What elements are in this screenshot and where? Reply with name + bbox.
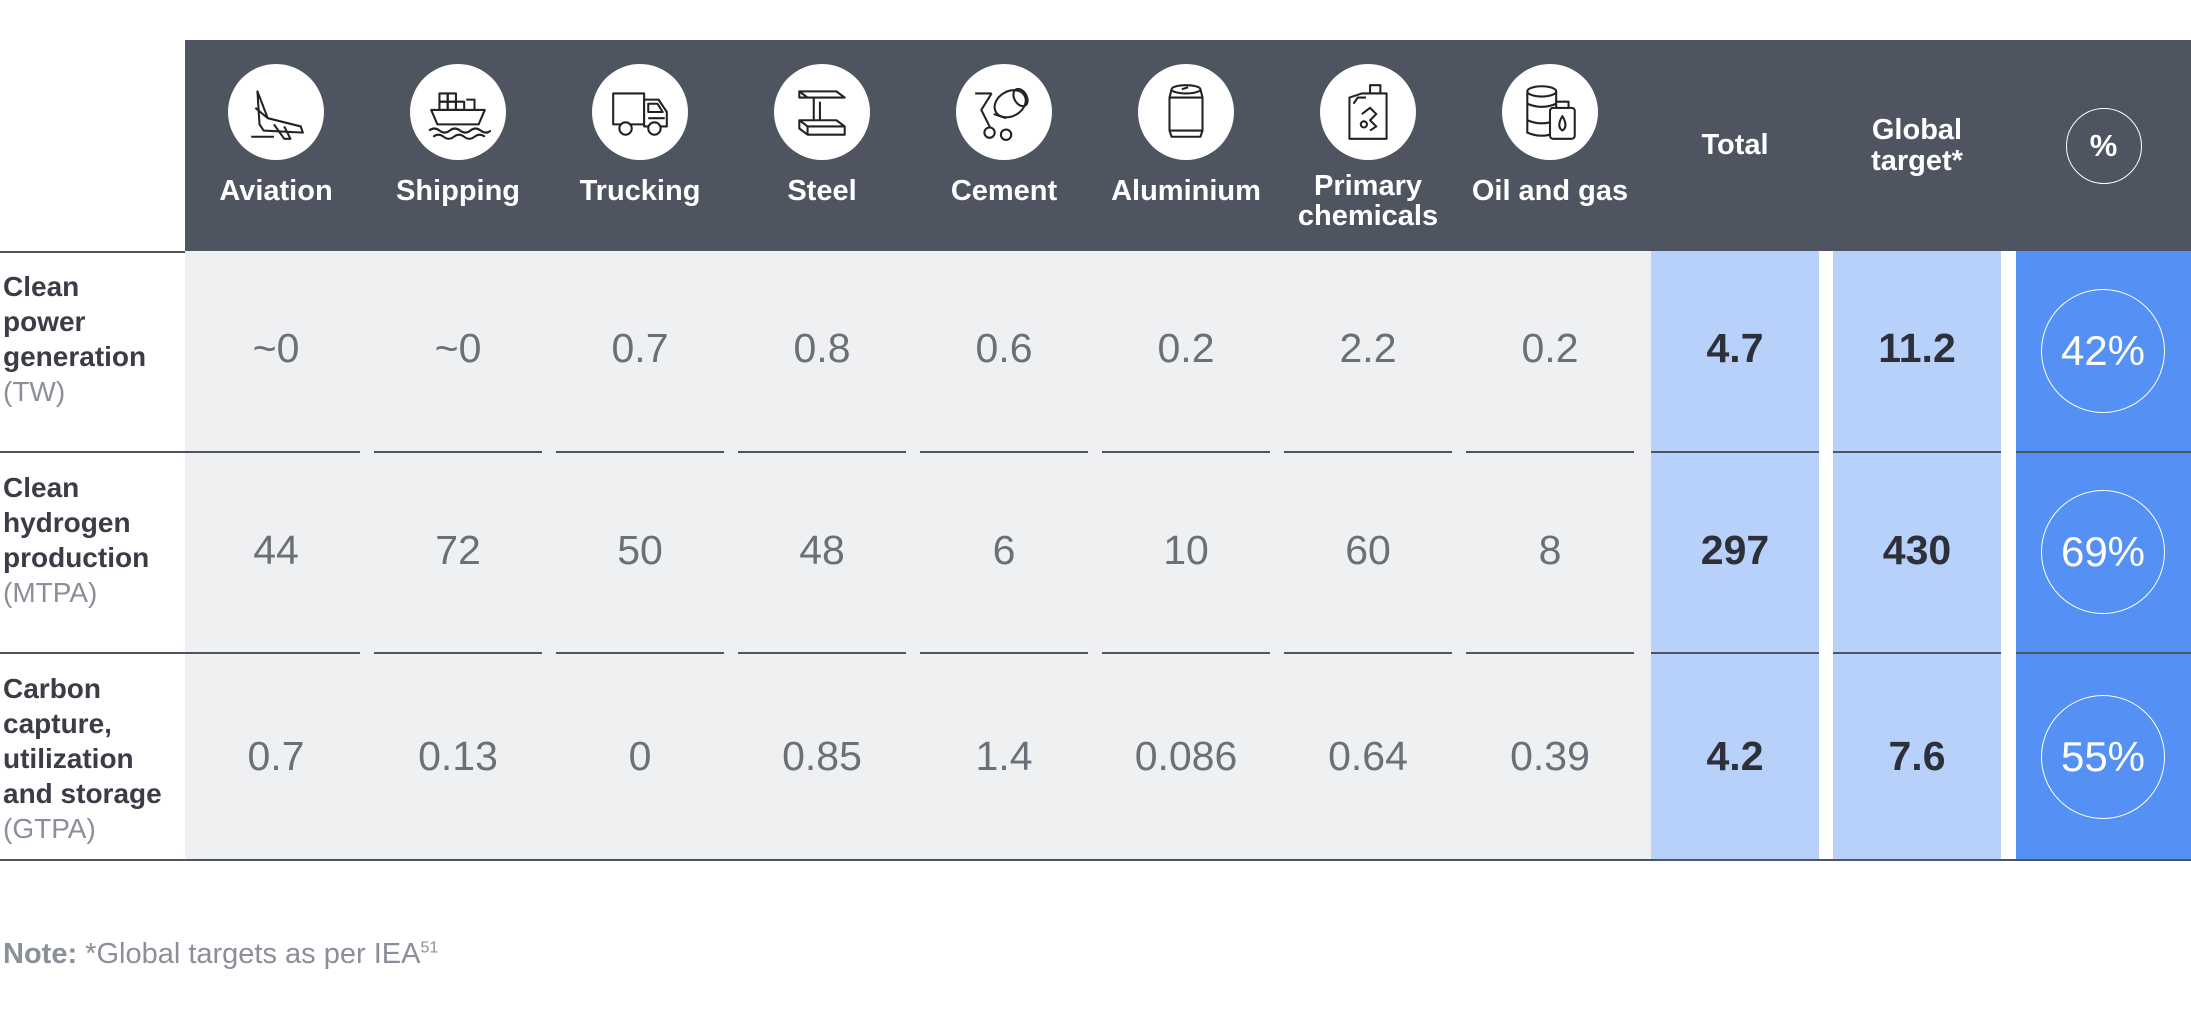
table-cell: 0 xyxy=(628,733,652,779)
row-name: Clean hydrogen production xyxy=(3,472,150,573)
percent-cell: 69% xyxy=(2041,490,2165,614)
table-cell: 0.6 xyxy=(975,325,1033,371)
note-superscript: 51 xyxy=(420,939,439,957)
table-cell: 0.13 xyxy=(418,733,498,779)
sector-head-aluminium: Aluminium xyxy=(1095,40,1277,251)
chemical-canister-icon xyxy=(1320,64,1416,160)
sector-head-aviation: Aviation xyxy=(185,40,367,251)
table-cell: 48 xyxy=(799,527,845,573)
table-cell: 10 xyxy=(1163,527,1209,573)
table-cell: ~0 xyxy=(252,325,300,371)
row-label-clean-power: Clean power generation (TW) xyxy=(3,269,183,409)
sector-head-primary-chemicals: Primary chemicals xyxy=(1277,40,1459,251)
row-unit: (TW) xyxy=(3,376,66,407)
table-cell: 50 xyxy=(617,527,663,573)
sector-head-steel: Steel xyxy=(731,40,913,251)
sector-label: Aluminium xyxy=(1111,175,1261,207)
row-label-clean-hydrogen: Clean hydrogen production (MTPA) xyxy=(3,470,183,610)
table-cell: 8 xyxy=(1538,527,1562,573)
table-body xyxy=(185,251,1651,859)
note-text: *Global targets as per IEA xyxy=(77,938,421,970)
sector-label: Primary chemicals xyxy=(1297,170,1439,232)
can-icon xyxy=(1138,64,1234,160)
sector-label: Shipping xyxy=(395,175,521,207)
table-cell: 6 xyxy=(992,527,1016,573)
row-divider xyxy=(0,859,2191,861)
sector-label: Cement xyxy=(950,175,1058,207)
table-cell: 0.85 xyxy=(782,733,862,779)
row-divider xyxy=(0,251,185,253)
sector-head-trucking: Trucking xyxy=(549,40,731,251)
row-name: Clean power generation xyxy=(3,271,147,372)
target-cell: 7.6 xyxy=(1888,733,1946,779)
note-label: Note: xyxy=(3,938,78,970)
table-cell: 1.4 xyxy=(975,733,1033,779)
percent-header: % xyxy=(2016,40,2191,251)
sector-label: Oil and gas xyxy=(1471,175,1629,207)
table-cell: ~0 xyxy=(434,325,482,371)
sector-label: Steel xyxy=(787,175,857,207)
table-cell: 44 xyxy=(253,527,299,573)
percent-cell: 55% xyxy=(2041,695,2165,819)
table-cell: 60 xyxy=(1345,527,1391,573)
sector-label: Aviation xyxy=(219,175,333,207)
row-label-ccus: Carbon capture, utilization and storage … xyxy=(3,671,183,846)
table-cell: 0.8 xyxy=(793,325,851,371)
total-cell: 297 xyxy=(1700,527,1770,573)
table-cell: 0.7 xyxy=(247,733,305,779)
row-unit: (MTPA) xyxy=(3,577,98,608)
total-cell: 4.2 xyxy=(1706,733,1764,779)
table-cell: 0.2 xyxy=(1157,325,1215,371)
sector-head-cement: Cement xyxy=(913,40,1095,251)
airplane-icon xyxy=(228,64,324,160)
target-cell: 11.2 xyxy=(1878,325,1956,371)
percent-cell: 42% xyxy=(2041,289,2165,413)
global-target-label: Global target* xyxy=(1871,113,1963,177)
row-unit: (GTPA) xyxy=(3,813,96,844)
steel-beam-icon xyxy=(774,64,870,160)
target-cell: 430 xyxy=(1882,527,1952,573)
sector-head-oil-and-gas: Oil and gas xyxy=(1459,40,1641,251)
table-cell: 72 xyxy=(435,527,481,573)
truck-icon xyxy=(592,64,688,160)
row-name: Carbon capture, utilization and storage xyxy=(3,673,162,809)
sector-head-shipping: Shipping xyxy=(367,40,549,251)
global-target-column xyxy=(1833,251,2001,859)
footnote: Note: *Global targets as per IEA51 xyxy=(3,938,438,971)
total-column xyxy=(1651,251,1819,859)
oil-barrel-icon xyxy=(1502,64,1598,160)
ship-icon xyxy=(410,64,506,160)
sector-label: Trucking xyxy=(579,175,701,207)
total-cell: 4.7 xyxy=(1706,325,1764,371)
total-header: Total xyxy=(1701,129,1769,161)
percent-header-circle: % xyxy=(2065,107,2142,184)
table-cell: 0.2 xyxy=(1521,325,1579,371)
global-target-header: Global target* xyxy=(1833,40,2001,251)
table-cell: 0.64 xyxy=(1328,733,1408,779)
table-cell: 0.086 xyxy=(1134,733,1238,779)
cement-mixer-icon xyxy=(956,64,1052,160)
table-cell: 2.2 xyxy=(1339,325,1397,371)
table-cell: 0.39 xyxy=(1510,733,1590,779)
table-cell: 0.7 xyxy=(611,325,669,371)
